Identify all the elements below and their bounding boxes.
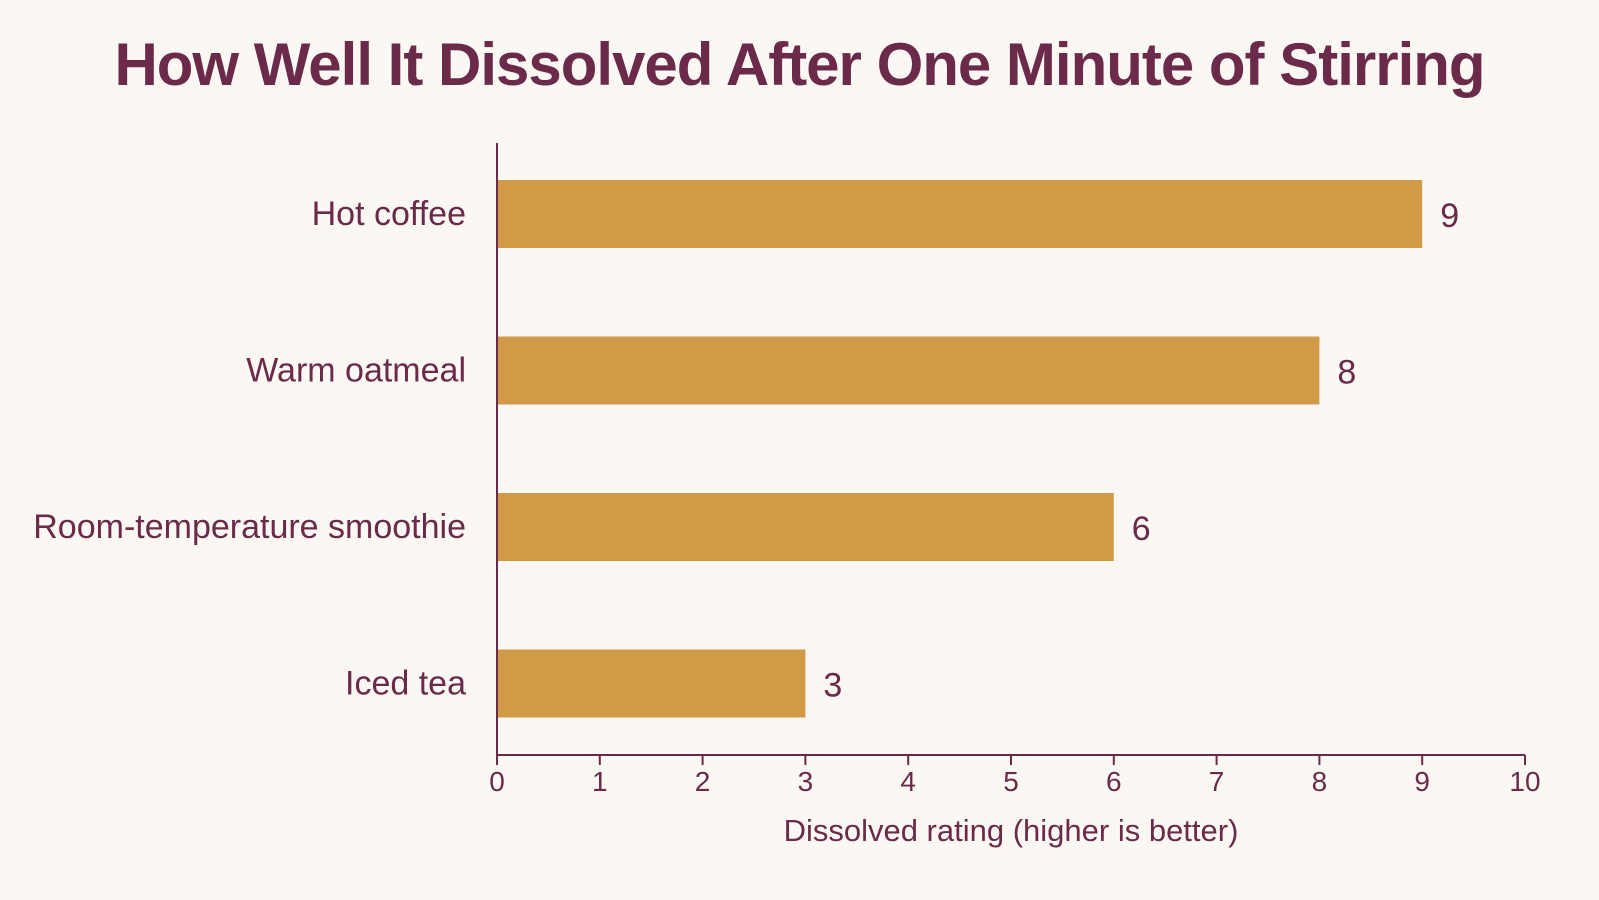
x-tick-label: 4 xyxy=(900,766,916,797)
x-tick-label: 0 xyxy=(489,766,505,797)
bar-iced-tea xyxy=(497,649,806,718)
x-axis-title: Dissolved rating (higher is better) xyxy=(784,813,1239,848)
x-tick-label: 5 xyxy=(1003,766,1019,797)
data-label: 8 xyxy=(1337,354,1356,392)
category-label: Iced tea xyxy=(345,665,466,703)
x-tick-label: 10 xyxy=(1509,766,1540,797)
category-label: Warm oatmeal xyxy=(246,352,466,390)
x-tick-label: 3 xyxy=(798,766,814,797)
bar-hot-coffee xyxy=(497,180,1423,248)
category-label: Hot coffee xyxy=(312,195,466,233)
data-label: 3 xyxy=(823,667,842,705)
chart-title: How Well It Dissolved After One Minute o… xyxy=(114,31,1485,98)
x-tick-label: 1 xyxy=(592,766,608,797)
x-tick-label: 2 xyxy=(695,766,711,797)
category-label: Room-temperature smoothie xyxy=(33,508,466,546)
bar-warm-oatmeal xyxy=(497,336,1320,405)
bar-room-temperature-smoothie xyxy=(497,493,1114,561)
x-tick-label: 7 xyxy=(1209,766,1225,797)
x-tick-label: 8 xyxy=(1312,766,1328,797)
x-tick-label: 6 xyxy=(1106,766,1122,797)
data-label: 6 xyxy=(1132,510,1151,548)
data-label: 9 xyxy=(1440,197,1459,235)
x-tick-label: 9 xyxy=(1414,766,1430,797)
